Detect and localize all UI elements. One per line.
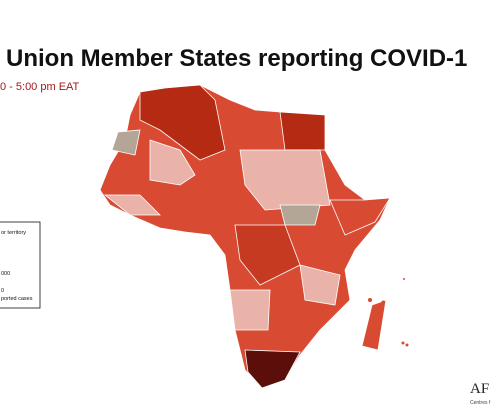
legend-box bbox=[0, 221, 41, 309]
region-north-west bbox=[139, 84, 226, 161]
legend: or territory 000 0 ported cases bbox=[0, 221, 41, 309]
island bbox=[401, 341, 405, 345]
region-mali bbox=[149, 139, 196, 186]
africa-map bbox=[99, 84, 409, 389]
region-horn bbox=[329, 197, 391, 236]
region-south-sudan bbox=[279, 204, 321, 226]
subtitle: 0 - 5:00 pm EAT bbox=[0, 81, 80, 93]
region-east bbox=[299, 264, 341, 306]
island bbox=[381, 300, 385, 304]
region-egypt bbox=[279, 111, 326, 151]
region-central bbox=[234, 224, 301, 286]
island bbox=[405, 343, 409, 347]
logo: AF bbox=[470, 381, 489, 397]
region-west-coast bbox=[103, 194, 161, 216]
madagascar bbox=[361, 299, 387, 351]
legend-text: ported cases bbox=[1, 296, 33, 302]
region-angola bbox=[229, 289, 271, 331]
legend-text: 000 bbox=[1, 271, 10, 277]
region-south-africa bbox=[244, 349, 301, 389]
logo-caption: Centres f bbox=[470, 400, 491, 406]
title: Union Member States reporting COVID-1 bbox=[6, 45, 467, 72]
legend-text: or territory bbox=[1, 230, 26, 236]
island bbox=[403, 278, 405, 280]
island bbox=[368, 298, 372, 302]
region-western-sahara bbox=[111, 129, 141, 156]
legend-text: 0 bbox=[1, 288, 4, 294]
